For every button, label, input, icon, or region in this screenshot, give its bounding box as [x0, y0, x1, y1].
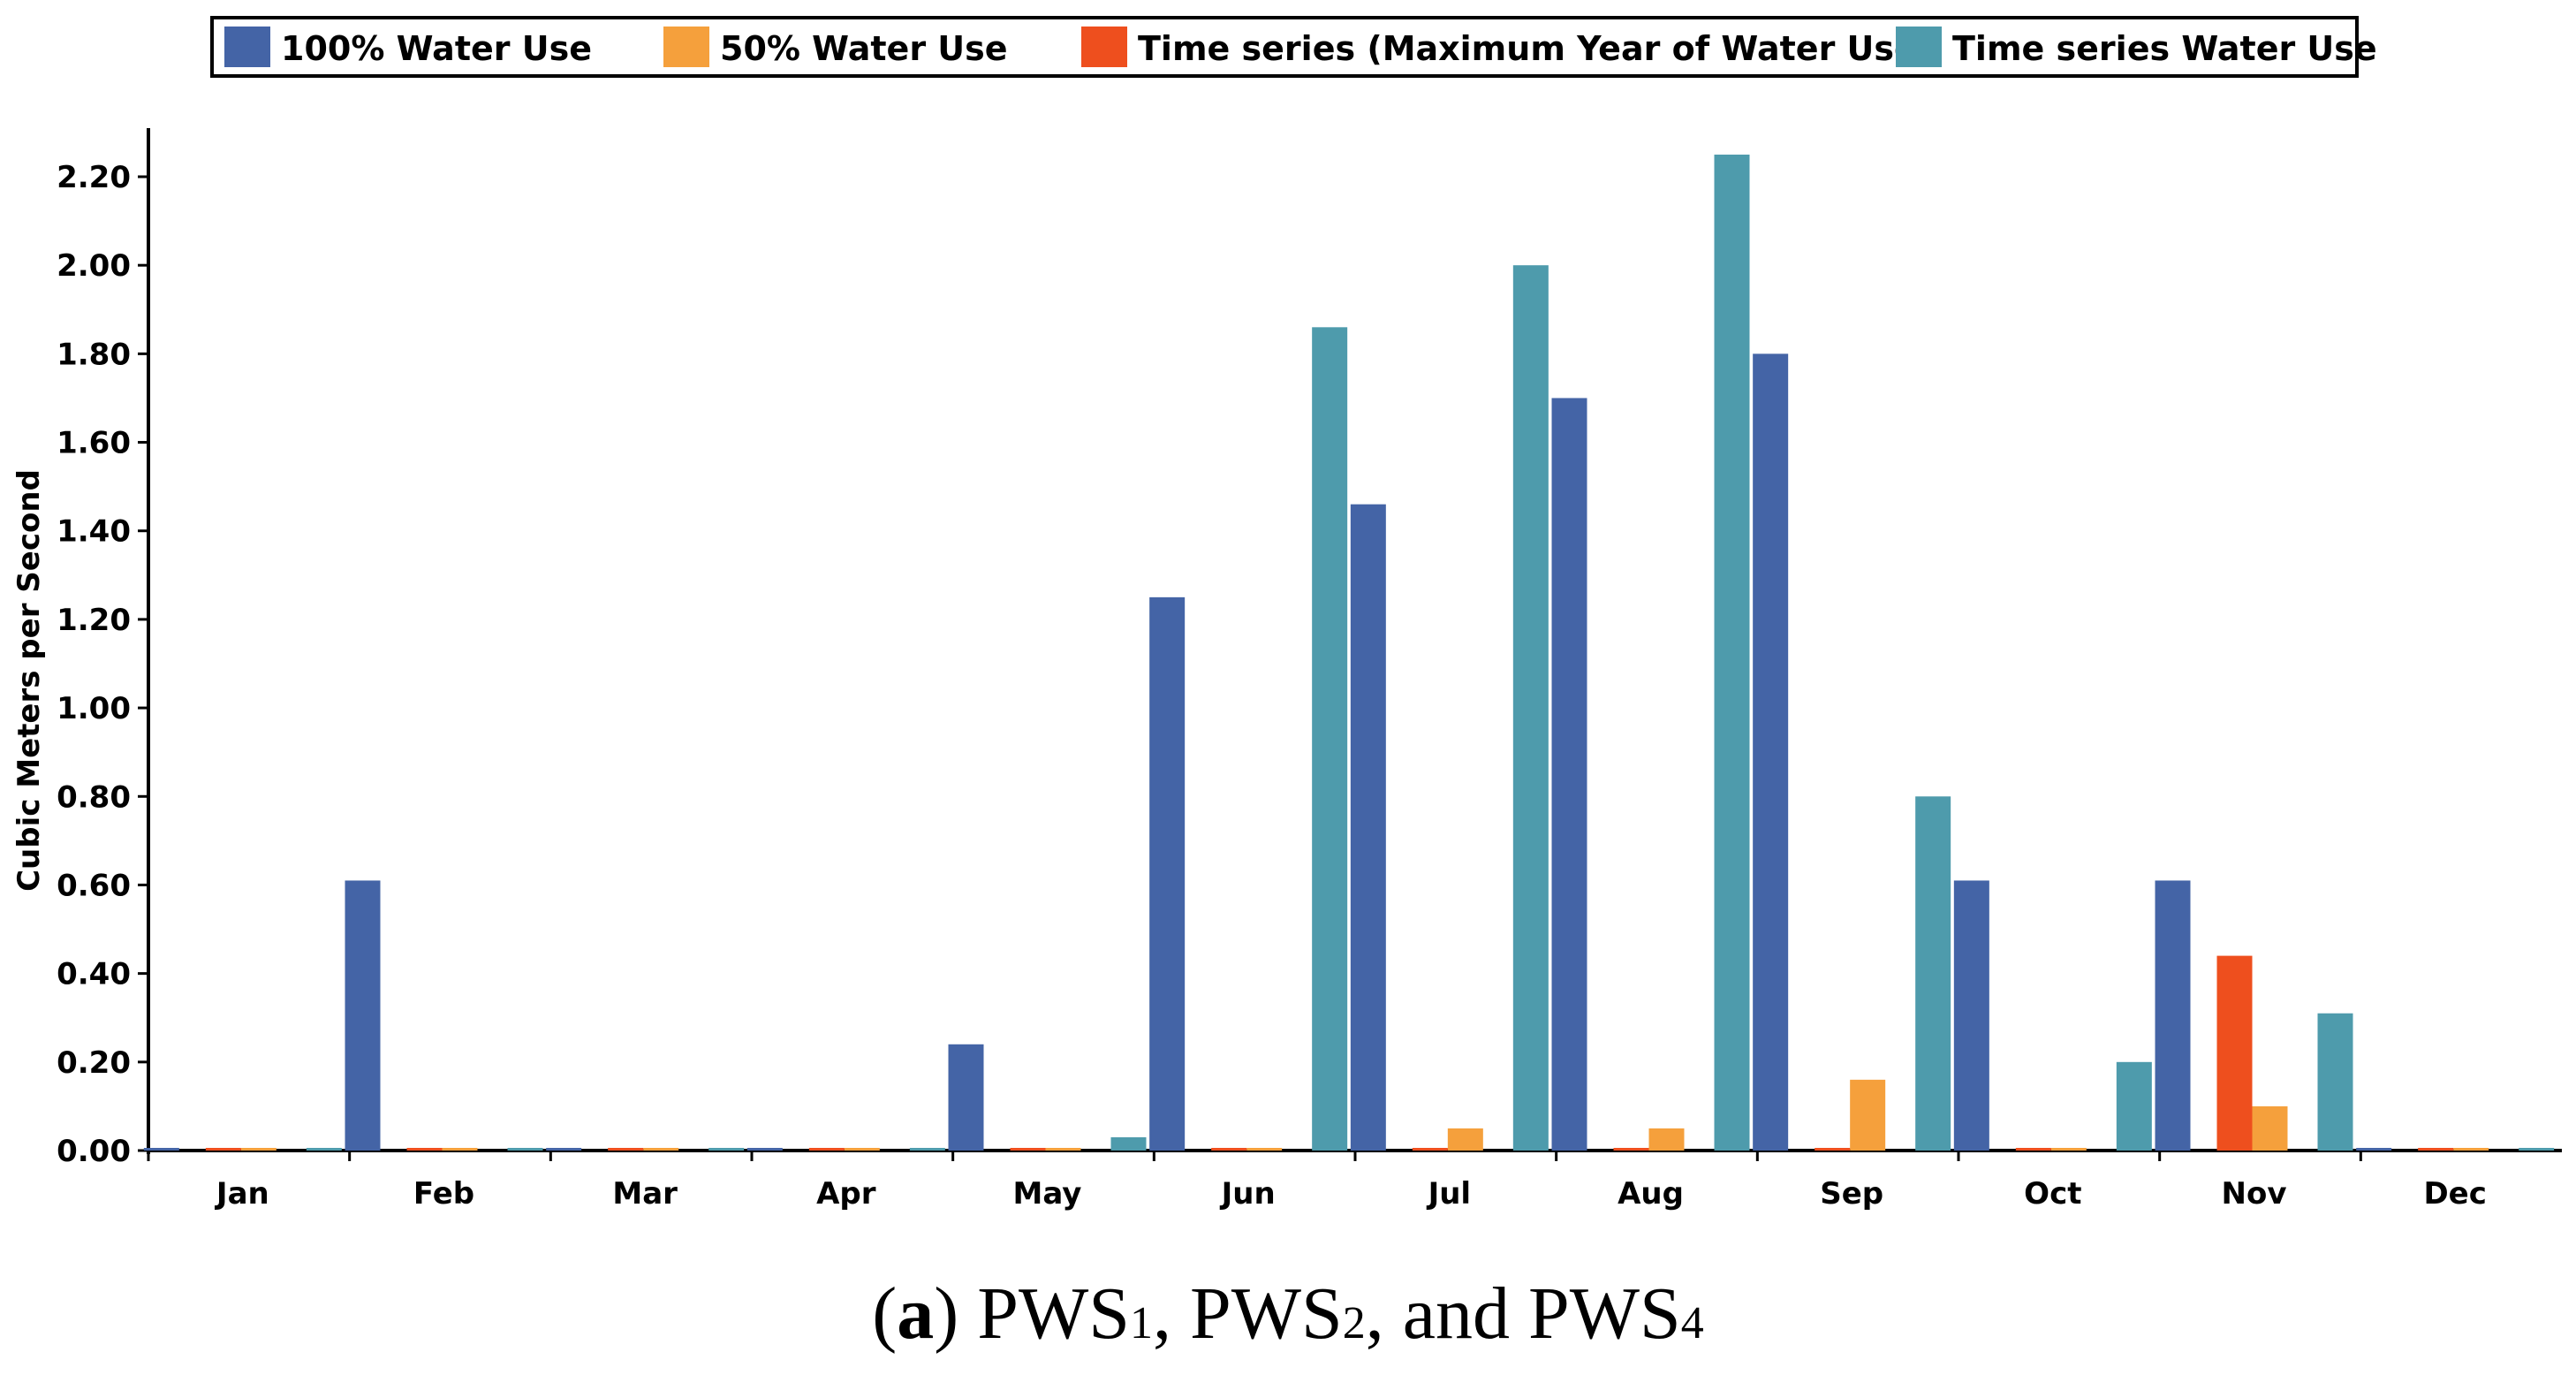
legend-label: 50% Water Use [720, 29, 1008, 68]
bar-100-water-use [345, 880, 381, 1151]
bar-100-water-use [1753, 353, 1788, 1151]
caption-sub-1: 1 [1130, 1298, 1153, 1348]
x-tick-label: Aug [1618, 1176, 1684, 1212]
x-tick-label: Apr [816, 1176, 876, 1212]
x-tick-label: Jun [1220, 1176, 1276, 1212]
bar-time-series-maximum-year-of-water-use [2217, 956, 2253, 1151]
bar-50-water-use [2253, 1106, 2288, 1151]
bar-50-water-use [845, 1148, 880, 1151]
y-tick-label: 0.80 [57, 779, 131, 815]
bar-time-series-water-use [2318, 1014, 2353, 1151]
bar-time-series-maximum-year-of-water-use [809, 1148, 845, 1151]
bar-time-series-water-use [1111, 1137, 1147, 1151]
bar-time-series-maximum-year-of-water-use [1815, 1148, 1850, 1151]
chart-figure: 100% Water Use 50% Water Use Time series (… [0, 0, 2576, 1375]
bar-time-series-water-use [307, 1148, 342, 1151]
bar-time-series-water-use [2117, 1062, 2152, 1151]
y-tick-label: 1.20 [57, 603, 131, 638]
bar-50-water-use [1448, 1128, 1483, 1151]
x-tick-label: Dec [2423, 1176, 2486, 1212]
bar-time-series-water-use [1715, 155, 1750, 1151]
bar-time-series-maximum-year-of-water-use [206, 1148, 241, 1151]
caption-sub-2: 2 [1343, 1298, 1366, 1348]
caption-label: a [897, 1272, 934, 1355]
y-tick-label: 1.80 [57, 337, 131, 372]
bar-50-water-use [2051, 1148, 2087, 1151]
chart-legend: 100% Water Use 50% Water Use Time series (… [212, 18, 2377, 76]
legend-label: 100% Water Use [281, 29, 592, 68]
x-tick-label: Nov [2222, 1176, 2287, 1212]
bar-time-series-water-use [1513, 265, 1549, 1151]
legend-swatch [1081, 27, 1127, 67]
bar-100-water-use [949, 1045, 984, 1151]
bar-time-series-water-use [508, 1148, 543, 1151]
x-tick-label: Sep [1820, 1176, 1883, 1212]
bar-100-water-use [144, 1148, 179, 1151]
x-tick-label: Oct [2024, 1176, 2081, 1212]
bar-100-water-use [546, 1148, 581, 1151]
bar-time-series-maximum-year-of-water-use [2016, 1148, 2051, 1151]
bar-time-series-maximum-year-of-water-use [608, 1148, 643, 1151]
caption-text-2: , PWS [1153, 1272, 1343, 1355]
bar-time-series-maximum-year-of-water-use [1614, 1148, 1649, 1151]
y-tick-label: 0.20 [57, 1045, 131, 1081]
y-axis-label: Cubic Meters per Second [11, 469, 47, 892]
bar-100-water-use [2356, 1148, 2391, 1151]
bar-time-series-maximum-year-of-water-use [1211, 1148, 1246, 1151]
caption-sub-3: 4 [1681, 1298, 1704, 1348]
figure-caption: (a) PWS1, PWS2, and PWS4 [0, 1271, 2576, 1356]
bar-100-water-use [1954, 880, 1989, 1151]
legend-label: Time series (Maximum Year of Water Use) [1138, 29, 1932, 68]
legend-label: Time series Water Use [1952, 29, 2377, 68]
bar-50-water-use [1850, 1080, 1885, 1151]
x-tick-label: Jul [1427, 1176, 1472, 1212]
bar-50-water-use [2453, 1148, 2489, 1151]
caption-text: PWS [977, 1272, 1130, 1355]
x-tick-label: May [1013, 1176, 1082, 1212]
legend-swatch [1896, 27, 1942, 67]
bar-50-water-use [1246, 1148, 1282, 1151]
bar-100-water-use [747, 1148, 783, 1151]
bar-time-series-water-use [910, 1148, 945, 1151]
x-tick-label: Jan [215, 1176, 269, 1212]
bar-time-series-maximum-year-of-water-use [1011, 1148, 1046, 1151]
y-tick-label: 1.00 [57, 691, 131, 726]
legend-swatch [663, 27, 709, 67]
legend-swatch [224, 27, 270, 67]
bar-time-series-water-use [1312, 327, 1347, 1151]
y-tick-label: 0.00 [57, 1134, 131, 1169]
bar-50-water-use [643, 1148, 678, 1151]
y-tick-label: 1.40 [57, 514, 131, 550]
bar-50-water-use [241, 1148, 277, 1151]
bar-time-series-water-use [2519, 1148, 2554, 1151]
y-tick-label: 0.40 [57, 957, 131, 992]
bar-100-water-use [1351, 505, 1386, 1151]
y-tick-label: 1.60 [57, 426, 131, 461]
x-tick-label: Feb [413, 1176, 474, 1212]
bar-time-series-maximum-year-of-water-use [407, 1148, 443, 1151]
y-tick-label: 2.20 [57, 160, 131, 195]
bar-time-series-water-use [1915, 796, 1951, 1151]
bar-time-series-maximum-year-of-water-use [1413, 1148, 1448, 1151]
bar-100-water-use [2156, 880, 2191, 1151]
chart-bars [144, 155, 2554, 1151]
caption-text-3: , and PWS [1366, 1272, 1681, 1355]
y-tick-label: 2.00 [57, 248, 131, 284]
bar-time-series-maximum-year-of-water-use [2418, 1148, 2453, 1151]
bar-50-water-use [443, 1148, 478, 1151]
bar-time-series-water-use [708, 1148, 744, 1151]
bar-50-water-use [1046, 1148, 1081, 1151]
bar-100-water-use [1149, 597, 1185, 1151]
bar-100-water-use [1552, 398, 1587, 1151]
x-tick-label: Mar [612, 1176, 678, 1212]
bar-50-water-use [1649, 1128, 1685, 1151]
y-tick-label: 0.60 [57, 868, 131, 903]
